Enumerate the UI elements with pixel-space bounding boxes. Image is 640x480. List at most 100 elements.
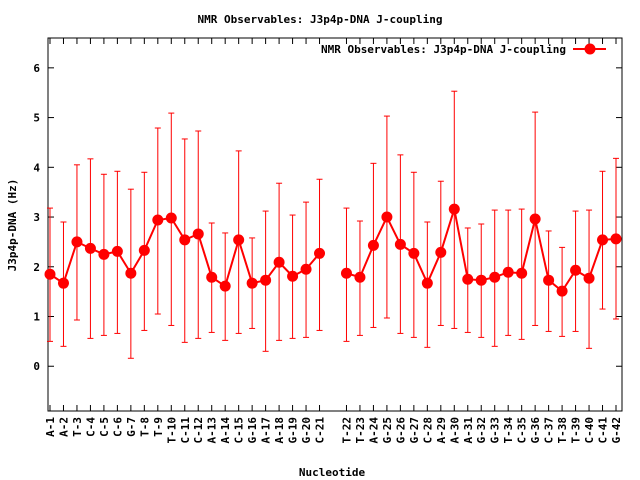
x-tick-label: T-9 <box>152 417 165 437</box>
data-point <box>287 270 299 282</box>
y-tick-label: 2 <box>33 261 40 274</box>
y-tick-label: 4 <box>33 161 40 174</box>
y-tick-label: 6 <box>33 62 40 75</box>
x-tick-label: A-18 <box>273 417 286 444</box>
data-point <box>165 212 177 224</box>
x-tick-label: C-4 <box>84 417 97 437</box>
x-tick-label: G-27 <box>408 417 421 444</box>
data-point <box>57 277 69 289</box>
x-tick-label: T-8 <box>138 417 151 437</box>
data-point <box>71 236 83 248</box>
data-point <box>246 277 258 289</box>
data-point <box>583 272 595 284</box>
x-tick-label: T-22 <box>340 417 353 444</box>
x-tick-label: A-14 <box>219 417 232 444</box>
data-point <box>489 271 501 283</box>
data-point <box>394 238 406 250</box>
x-tick-label: A-2 <box>57 417 70 437</box>
data-point <box>192 228 204 240</box>
x-tick-label: A-1 <box>44 417 57 437</box>
x-tick-label: C-40 <box>583 417 596 444</box>
x-axis: A-1 A-2 T-3 C-4 C-5 C-6 G-7 T-8 T-9 T-10 C-11 C-12 A… <box>44 38 623 444</box>
x-tick-label: T-10 <box>165 417 178 444</box>
data-point <box>421 277 433 289</box>
y-axis-label: J3p4p-DNA (Hz) <box>6 179 19 272</box>
x-tick-label: G-25 <box>381 417 394 444</box>
data-point <box>435 246 447 258</box>
plot-frame <box>47 37 623 412</box>
data-point <box>44 268 56 280</box>
y-tick-label: 5 <box>33 112 40 125</box>
data-point <box>543 274 555 286</box>
chart-title: NMR Observables: J3p4p-DNA J-coupling <box>197 13 442 26</box>
legend-marker-swatch <box>584 43 596 55</box>
x-tick-label: G-16 <box>246 417 259 444</box>
data-point <box>381 211 393 223</box>
data-point <box>516 267 528 279</box>
x-tick-label: C-41 <box>597 417 610 444</box>
data-point <box>529 213 541 225</box>
x-tick-label: T-38 <box>556 417 569 444</box>
x-tick-label: C-28 <box>421 417 434 444</box>
data-point <box>179 234 191 246</box>
data-point <box>570 264 582 276</box>
data-point <box>138 244 150 256</box>
data-point <box>340 267 352 279</box>
data-point <box>597 234 609 246</box>
x-tick-label: T-23 <box>354 417 367 444</box>
x-tick-label: A-31 <box>462 417 475 444</box>
x-tick-label: C-12 <box>192 417 205 444</box>
x-tick-label: G-19 <box>287 417 300 444</box>
x-tick-label: A-29 <box>435 417 448 444</box>
x-tick-label: C-11 <box>179 417 192 444</box>
x-tick-label: G-42 <box>610 417 623 444</box>
legend-label: NMR Observables: J3p4p-DNA J-coupling <box>321 43 566 56</box>
x-tick-label: A-30 <box>448 417 461 444</box>
x-tick-label: C-5 <box>98 417 111 437</box>
data-point <box>260 274 272 286</box>
x-tick-label: G-7 <box>125 417 138 437</box>
x-tick-label: C-15 <box>233 417 246 444</box>
data-point <box>367 239 379 251</box>
y-tick-label: 3 <box>33 211 40 224</box>
data-point <box>84 242 96 254</box>
x-tick-label: T-34 <box>502 417 515 444</box>
y-axis: 0 1 2 3 4 5 6 <box>33 62 622 373</box>
data-point <box>219 280 231 292</box>
x-tick-label: T-3 <box>71 417 84 437</box>
x-tick-label: G-33 <box>489 417 502 444</box>
x-axis-label: Nucleotide <box>299 466 366 479</box>
data-point <box>408 247 420 259</box>
x-tick-label: C-6 <box>111 417 124 437</box>
data-point <box>610 233 622 245</box>
data-point <box>300 263 312 275</box>
data-point <box>273 256 285 268</box>
data-point <box>233 234 245 246</box>
x-tick-label: G-36 <box>529 417 542 444</box>
x-tick-label: C-35 <box>516 417 529 444</box>
x-tick-label: A-17 <box>260 417 273 444</box>
data-point <box>206 271 218 283</box>
data-point <box>125 267 137 279</box>
data-point <box>556 285 568 297</box>
x-tick-label: T-39 <box>570 417 583 444</box>
x-tick-label: G-20 <box>300 417 313 444</box>
legend: NMR Observables: J3p4p-DNA J-coupling <box>321 43 606 56</box>
y-tick-label: 0 <box>33 360 40 373</box>
x-tick-label: C-21 <box>314 417 327 444</box>
data-point <box>314 247 326 259</box>
x-tick-label: A-24 <box>367 417 380 444</box>
data-point <box>448 203 460 215</box>
data-point <box>475 274 487 286</box>
data-point <box>111 245 123 257</box>
x-tick-label: G-32 <box>475 417 488 444</box>
data-series <box>44 90 622 359</box>
data-point <box>502 266 514 278</box>
x-tick-label: A-13 <box>206 417 219 444</box>
x-tick-label: G-26 <box>394 417 407 444</box>
data-point <box>354 271 366 283</box>
data-point <box>98 248 110 260</box>
y-tick-label: 1 <box>33 311 40 324</box>
data-point <box>462 273 474 285</box>
